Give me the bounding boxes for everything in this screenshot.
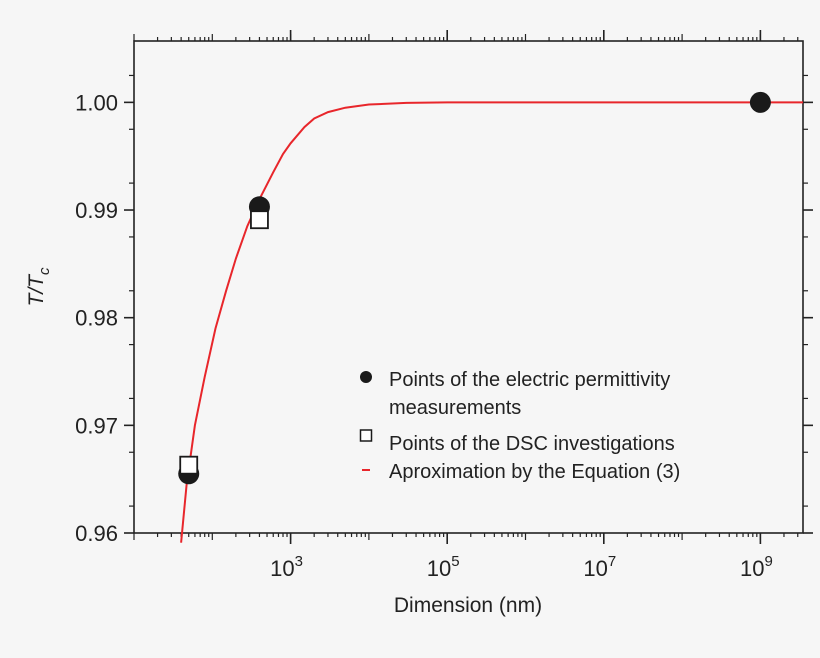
- x-tick-exponent: 3: [295, 553, 303, 570]
- legend-label-permittivity: measurements: [389, 397, 521, 419]
- legend-symbol-square: [359, 429, 373, 442]
- legend: Points of the electric permittivity measu…: [359, 369, 680, 483]
- y-axis-label-sub: c: [36, 267, 53, 275]
- legend-label-dsc: Points of the DSC investigations: [389, 433, 675, 455]
- fit-curve: [180, 101, 803, 543]
- y-tick-label: 1.00: [75, 90, 118, 115]
- plot-frame: [133, 40, 804, 534]
- x-axis-label: Dimension (nm): [394, 594, 542, 617]
- legend-symbol-circle: [360, 371, 372, 383]
- x-tick-exponent: 7: [608, 553, 616, 570]
- data-markers: [178, 91, 771, 485]
- x-tick-label: 109: [740, 553, 773, 581]
- x-tick-label: 103: [270, 553, 303, 581]
- fit-curve-group: [180, 101, 803, 543]
- x-tick-label: 107: [583, 553, 616, 581]
- x-tick-exponent: 9: [764, 553, 772, 570]
- x-tick-base: 10: [427, 556, 451, 581]
- x-tick-label: 105: [427, 553, 460, 581]
- y-tick-label: 0.96: [75, 521, 118, 546]
- x-tick-exponent: 5: [451, 553, 459, 570]
- y-axis-label-main: T/T: [25, 273, 48, 307]
- permittivity-point: [749, 91, 771, 113]
- x-tick-base: 10: [270, 556, 294, 581]
- legend-label-permittivity: Points of the electric permittivity: [389, 369, 670, 391]
- x-tick-base: 10: [583, 556, 607, 581]
- y-axis-label: T/Tc: [25, 267, 53, 307]
- y-minor-ticks: [129, 74, 808, 507]
- y-tick-label: 0.99: [75, 198, 118, 223]
- y-tick-label: 0.97: [75, 413, 118, 438]
- dsc-point: [250, 210, 269, 230]
- x-tick-base: 10: [740, 556, 764, 581]
- legend-label-fit: Aproximation by the Equation (3): [389, 461, 680, 483]
- x-axis-ticks: 103 105 107 109: [270, 30, 773, 581]
- y-tick-label: 0.98: [75, 306, 118, 331]
- dsc-point: [179, 455, 199, 475]
- y-axis-ticks: 0.96 0.97 0.98 0.99 1.00: [75, 90, 813, 546]
